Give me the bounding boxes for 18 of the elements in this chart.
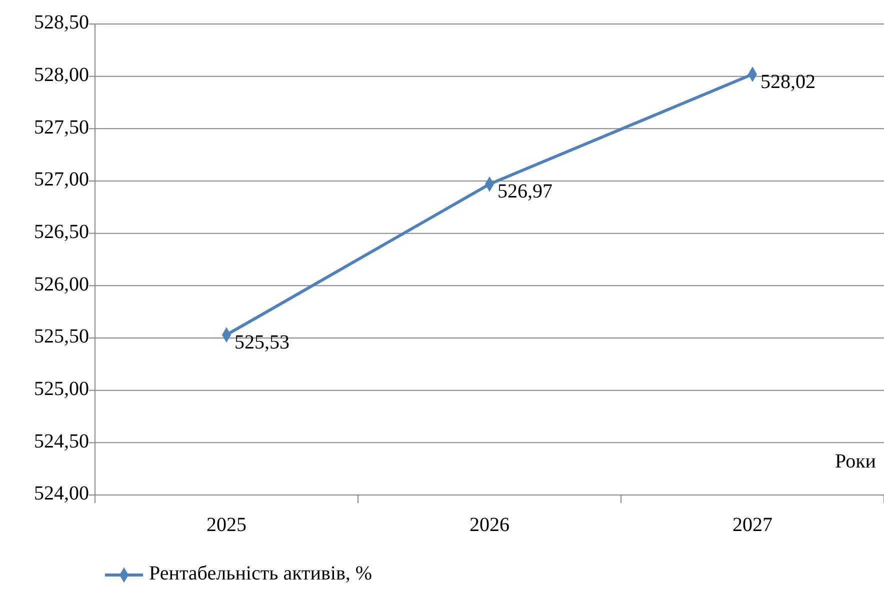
y-tick-label: 527,00 xyxy=(34,168,89,191)
x-tick-label: 2025 xyxy=(206,514,246,536)
y-tick-label: 525,50 xyxy=(34,326,89,348)
y-tick-label: 525,00 xyxy=(34,378,89,400)
y-tick-label: 527,50 xyxy=(34,116,89,138)
y-tick-label: 526,00 xyxy=(34,273,89,296)
y-tick-label: 526,50 xyxy=(34,220,89,243)
legend-label: Рентабельність активів, % xyxy=(149,562,372,585)
y-tick-label: 528,00 xyxy=(34,64,89,86)
y-tick-label: 524,00 xyxy=(34,482,89,505)
data-label: 528,02 xyxy=(760,70,816,93)
y-tick-label: 528,50 xyxy=(34,12,89,34)
x-axis-title: Роки xyxy=(834,450,876,473)
x-tick-label: 2026 xyxy=(470,514,510,536)
data-label: 525,53 xyxy=(234,331,290,354)
x-tick-label: 2027 xyxy=(732,514,772,536)
data-label: 526,97 xyxy=(498,180,552,203)
y-tick-label: 524,50 xyxy=(34,430,89,452)
